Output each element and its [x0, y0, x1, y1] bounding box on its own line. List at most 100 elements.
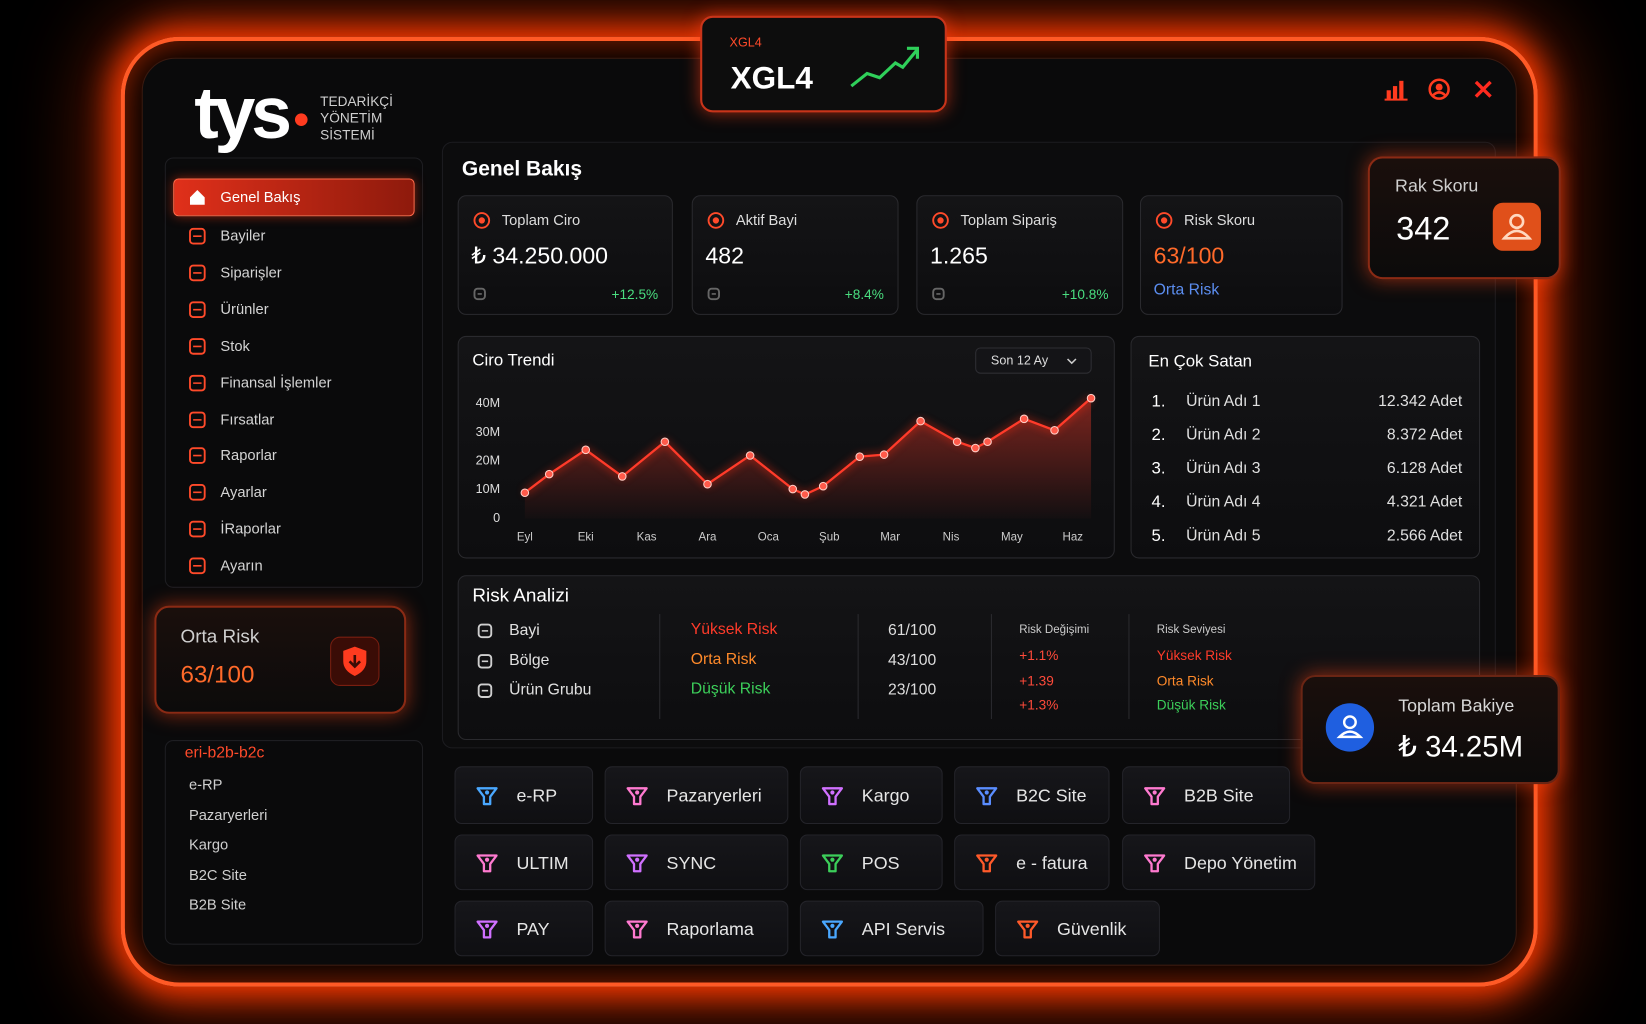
- risk-level: Düşük Risk: [690, 679, 771, 698]
- app-label[interactable]: API Servis: [861, 918, 946, 939]
- menu-item[interactable]: Ayarlar: [220, 483, 267, 501]
- stats-icon[interactable]: [1384, 78, 1408, 101]
- kpi-label: Aktif Bayi: [735, 211, 798, 229]
- kpi-icon: [473, 212, 491, 229]
- menu-icon: [189, 557, 206, 575]
- app-button[interactable]: [604, 834, 789, 891]
- rank: 5.: [1151, 527, 1166, 546]
- menu-item[interactable]: Genel Bakış: [220, 188, 301, 206]
- menu-item[interactable]: Ürünler: [220, 300, 269, 318]
- app-label[interactable]: B2C Site: [1016, 785, 1087, 806]
- point: [660, 437, 670, 447]
- menu-item[interactable]: Siparişler: [220, 263, 282, 281]
- kpi-small-icon: [932, 287, 945, 301]
- app-icon: [1144, 786, 1166, 805]
- app-button[interactable]: [454, 766, 594, 825]
- app-button[interactable]: [799, 900, 984, 957]
- menu-icon: [189, 264, 206, 282]
- rank: 1.: [1151, 392, 1166, 411]
- badge-trend-icon: [850, 46, 920, 88]
- divider: [659, 614, 661, 720]
- app-label[interactable]: Güvenlik: [1057, 918, 1127, 939]
- trend-chart: 0 10M 20M 30M 40M Eyl Eki Kas Ara Oca Şub Mar Nis May…: [476, 393, 1096, 543]
- menu-icon: [189, 301, 206, 318]
- risk-change-header: Risk Değişimi: [1019, 623, 1090, 637]
- badge-small: XGL4: [729, 35, 762, 50]
- app-button[interactable]: [799, 766, 943, 825]
- risk-score: 43/100: [888, 651, 937, 670]
- kpi-value: 482: [705, 242, 744, 269]
- x-tick-label: Nis: [943, 531, 960, 543]
- app-label[interactable]: SYNC: [666, 852, 717, 873]
- app-button[interactable]: [954, 834, 1110, 891]
- menu-item[interactable]: Bayiler: [220, 227, 266, 244]
- trend-filter-label[interactable]: Son 12 Ay: [990, 353, 1049, 368]
- app-icon: [1144, 853, 1166, 872]
- risk-change: +1.1%: [1019, 647, 1059, 664]
- trend-title: Ciro Trendi: [472, 351, 555, 370]
- menu-item[interactable]: Ayarın: [220, 556, 263, 574]
- risk-change: +1.39: [1019, 672, 1054, 688]
- point: [818, 481, 828, 491]
- app-button[interactable]: [604, 766, 789, 825]
- app-label[interactable]: e-RP: [516, 785, 558, 806]
- menu-item[interactable]: Raporlar: [220, 446, 277, 464]
- menu-item[interactable]: İRaporlar: [220, 520, 281, 537]
- app-label[interactable]: PAY: [516, 918, 550, 939]
- app-button[interactable]: [954, 766, 1110, 825]
- app-label[interactable]: Kargo: [861, 785, 910, 806]
- app-button[interactable]: [1122, 834, 1316, 891]
- risk-level-item: Yüksek Risk: [1156, 647, 1232, 664]
- sidebar-risk-title: Orta Risk: [180, 625, 260, 647]
- point: [581, 445, 591, 455]
- app-button[interactable]: [454, 900, 594, 957]
- product-qty: 12.342 Adet: [1378, 392, 1463, 411]
- app-button[interactable]: [454, 834, 594, 891]
- app-icon: [476, 853, 498, 872]
- app-label[interactable]: Raporlama: [666, 918, 754, 939]
- app-icon: [626, 853, 648, 872]
- app-button[interactable]: [604, 900, 789, 957]
- top-sellers-card: [1130, 335, 1481, 559]
- profile-icon[interactable]: [1428, 78, 1451, 101]
- menu-item[interactable]: Stok: [220, 336, 250, 354]
- app-label[interactable]: e - fatura: [1016, 852, 1088, 873]
- menu-icon: [189, 447, 206, 465]
- section-item[interactable]: Pazaryerleri: [188, 805, 268, 823]
- section-item[interactable]: B2C Site: [188, 865, 247, 883]
- product-qty: 4.321 Adet: [1386, 493, 1463, 511]
- app-button[interactable]: [995, 900, 1160, 957]
- x-tick-label: Ara: [699, 531, 718, 543]
- kpi-label: Toplam Ciro: [501, 211, 581, 229]
- app-button[interactable]: [799, 834, 943, 891]
- app-icon: [476, 919, 498, 939]
- point: [800, 490, 810, 499]
- chevron[interactable]: [1065, 356, 1078, 366]
- point: [1019, 414, 1029, 424]
- y-tick-label: 30M: [476, 425, 500, 439]
- kpi-card: [457, 195, 673, 315]
- section-item[interactable]: Kargo: [188, 835, 229, 853]
- section-item[interactable]: e-RP: [188, 776, 223, 793]
- app-label[interactable]: Pazaryerleri: [666, 785, 762, 806]
- rak-skoru-value: 342: [1396, 209, 1451, 247]
- close-icon[interactable]: [1473, 79, 1494, 100]
- risk-row-icon: [477, 683, 493, 698]
- logo-subtitle-line: SİSTEMİ: [320, 126, 375, 143]
- kpi-value: ₺ 34.250.000: [471, 242, 609, 269]
- trend-filter[interactable]: [975, 347, 1092, 374]
- app-label[interactable]: ULTIM: [516, 852, 569, 873]
- menu-item[interactable]: Finansal İşlemler: [220, 373, 332, 391]
- line-area: [524, 398, 1092, 519]
- app-label[interactable]: Depo Yönetim: [1184, 852, 1297, 873]
- section-item[interactable]: B2B Site: [188, 895, 247, 913]
- risk-score: 61/100: [888, 621, 937, 640]
- app-label[interactable]: B2B Site: [1184, 785, 1254, 806]
- section-box: [164, 740, 424, 945]
- app-label[interactable]: POS: [861, 852, 900, 873]
- risk-level-header: Risk Seviyesi: [1156, 623, 1226, 637]
- divider: [857, 614, 859, 720]
- menu-item[interactable]: Fırsatlar: [220, 410, 275, 428]
